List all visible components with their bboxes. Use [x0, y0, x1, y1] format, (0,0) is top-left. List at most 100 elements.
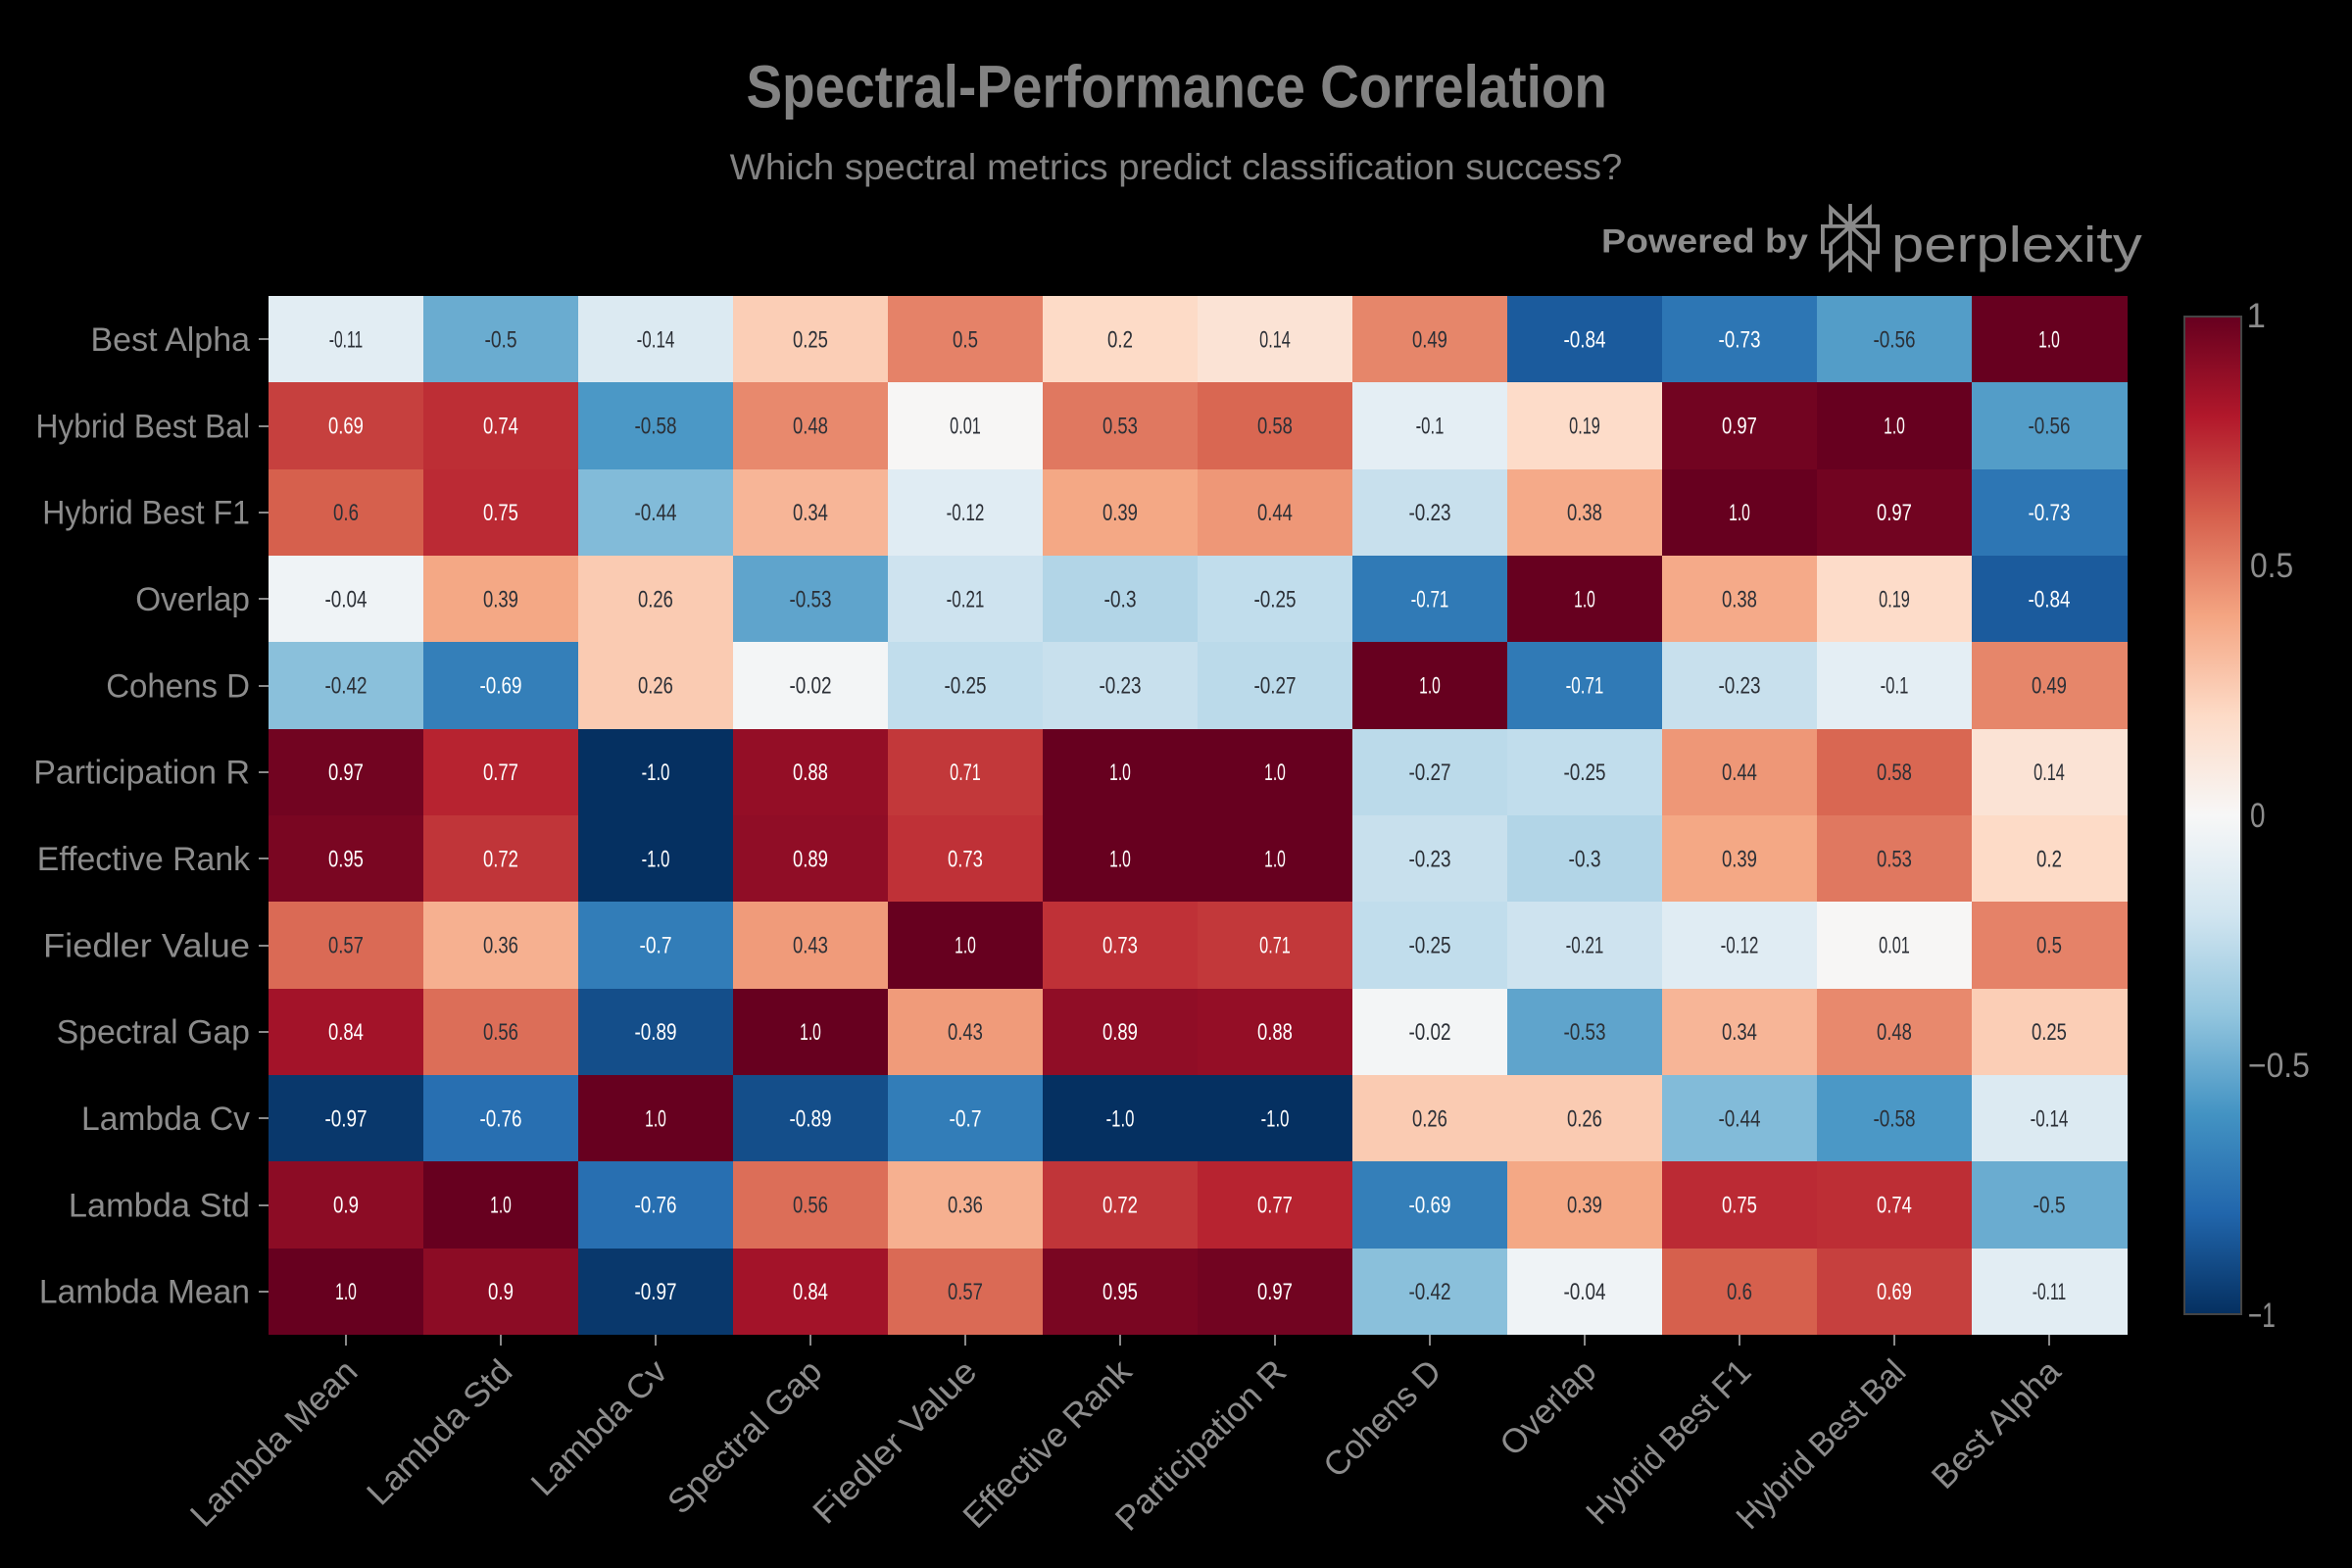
- svg-text:Lambda Std: Lambda Std: [360, 1352, 519, 1512]
- svg-text:0.43: 0.43: [793, 933, 828, 959]
- svg-text:0.14: 0.14: [2034, 760, 2065, 786]
- svg-text:0.97: 0.97: [1257, 1279, 1293, 1305]
- svg-text:0.77: 0.77: [1257, 1193, 1293, 1219]
- svg-text:1: 1: [2247, 297, 2266, 335]
- svg-text:0.71: 0.71: [950, 760, 981, 786]
- svg-text:-0.44: -0.44: [1718, 1105, 1760, 1132]
- svg-text:0.36: 0.36: [483, 933, 518, 959]
- svg-text:0.9: 0.9: [488, 1279, 514, 1305]
- svg-text:0.89: 0.89: [1102, 1019, 1138, 1046]
- svg-text:-0.23: -0.23: [1408, 500, 1450, 526]
- svg-text:-0.04: -0.04: [1563, 1279, 1605, 1305]
- svg-text:-0.25: -0.25: [1408, 933, 1450, 959]
- svg-text:-0.11: -0.11: [2033, 1279, 2067, 1305]
- svg-text:0.38: 0.38: [1567, 500, 1602, 526]
- svg-text:Best Alpha: Best Alpha: [1925, 1352, 2069, 1496]
- svg-text:-1.0: -1.0: [642, 846, 670, 872]
- svg-text:-0.5: -0.5: [2033, 1193, 2065, 1219]
- svg-text:-0.1: -0.1: [1881, 673, 1909, 700]
- svg-text:-0.25: -0.25: [944, 673, 986, 700]
- svg-text:-0.58: -0.58: [634, 414, 676, 440]
- svg-text:-0.71: -0.71: [1411, 586, 1449, 612]
- svg-text:0.48: 0.48: [793, 414, 828, 440]
- svg-text:0: 0: [2250, 797, 2266, 835]
- svg-text:0.77: 0.77: [483, 760, 518, 786]
- svg-text:1.0: 1.0: [490, 1193, 512, 1219]
- svg-text:0.01: 0.01: [1879, 933, 1910, 959]
- svg-text:0.25: 0.25: [2032, 1019, 2067, 1046]
- svg-text:0.34: 0.34: [1722, 1019, 1757, 1046]
- svg-text:0.74: 0.74: [1877, 1193, 1912, 1219]
- svg-text:-0.04: -0.04: [324, 586, 367, 612]
- svg-text:0.26: 0.26: [638, 586, 673, 612]
- svg-text:0.36: 0.36: [948, 1193, 983, 1219]
- svg-text:0.72: 0.72: [1102, 1193, 1138, 1219]
- svg-text:Overlap: Overlap: [135, 581, 250, 618]
- svg-text:0.84: 0.84: [793, 1279, 828, 1305]
- svg-text:1.0: 1.0: [335, 1279, 357, 1305]
- svg-text:-0.27: -0.27: [1253, 673, 1296, 700]
- svg-text:0.39: 0.39: [1722, 846, 1757, 872]
- svg-text:Cohens D: Cohens D: [1317, 1352, 1449, 1485]
- svg-text:0.19: 0.19: [1569, 414, 1600, 440]
- svg-text:Best Alpha: Best Alpha: [91, 321, 251, 359]
- svg-text:Lambda Mean: Lambda Mean: [39, 1274, 250, 1311]
- svg-text:0.49: 0.49: [1412, 326, 1447, 353]
- svg-text:-1.0: -1.0: [1106, 1105, 1135, 1132]
- svg-text:0.9: 0.9: [333, 1193, 359, 1219]
- svg-text:-0.73: -0.73: [1718, 326, 1760, 353]
- svg-text:-0.7: -0.7: [639, 933, 671, 959]
- svg-text:0.19: 0.19: [1879, 586, 1910, 612]
- svg-text:-0.27: -0.27: [1408, 760, 1450, 786]
- svg-text:0.34: 0.34: [793, 500, 828, 526]
- svg-text:−0.5: −0.5: [2248, 1047, 2310, 1085]
- svg-text:0.43: 0.43: [948, 1019, 983, 1046]
- svg-text:-0.7: -0.7: [949, 1105, 981, 1132]
- svg-text:0.39: 0.39: [1102, 500, 1138, 526]
- svg-text:1.0: 1.0: [800, 1019, 821, 1046]
- svg-text:0.95: 0.95: [328, 846, 364, 872]
- svg-text:-0.02: -0.02: [789, 673, 831, 700]
- svg-text:-0.97: -0.97: [634, 1279, 676, 1305]
- svg-text:0.26: 0.26: [1412, 1105, 1447, 1132]
- svg-text:Lambda Std: Lambda Std: [69, 1187, 250, 1224]
- svg-text:1.0: 1.0: [1109, 846, 1131, 872]
- svg-text:0.5: 0.5: [2036, 933, 2062, 959]
- svg-text:-1.0: -1.0: [642, 760, 670, 786]
- svg-text:0.39: 0.39: [483, 586, 518, 612]
- svg-text:perplexity: perplexity: [1891, 217, 2142, 272]
- svg-text:-0.53: -0.53: [1563, 1019, 1605, 1046]
- svg-text:-0.3: -0.3: [1568, 846, 1600, 872]
- svg-text:Lambda Cv: Lambda Cv: [81, 1101, 251, 1138]
- svg-text:0.57: 0.57: [948, 1279, 983, 1305]
- svg-text:0.58: 0.58: [1877, 760, 1912, 786]
- svg-text:0.97: 0.97: [1722, 414, 1757, 440]
- svg-text:−1: −1: [2248, 1297, 2276, 1335]
- svg-text:Participation R: Participation R: [33, 755, 250, 792]
- svg-text:-0.76: -0.76: [634, 1193, 676, 1219]
- svg-text:Cohens D: Cohens D: [106, 667, 250, 705]
- svg-text:Overlap: Overlap: [1494, 1352, 1604, 1463]
- svg-text:Hybrid Best Bal: Hybrid Best Bal: [36, 408, 251, 445]
- svg-text:0.44: 0.44: [1722, 760, 1757, 786]
- svg-text:0.6: 0.6: [333, 500, 359, 526]
- svg-text:Lambda Mean: Lambda Mean: [183, 1352, 365, 1534]
- svg-text:-0.23: -0.23: [1718, 673, 1760, 700]
- svg-text:-0.12: -0.12: [1721, 933, 1759, 959]
- svg-text:-0.23: -0.23: [1099, 673, 1141, 700]
- svg-text:0.74: 0.74: [483, 414, 518, 440]
- svg-text:0.39: 0.39: [1567, 1193, 1602, 1219]
- svg-text:0.73: 0.73: [1102, 933, 1138, 959]
- svg-text:0.14: 0.14: [1259, 326, 1291, 353]
- svg-text:-0.97: -0.97: [324, 1105, 367, 1132]
- svg-text:0.53: 0.53: [1102, 414, 1138, 440]
- svg-text:1.0: 1.0: [1419, 673, 1441, 700]
- svg-text:Fiedler Value: Fiedler Value: [43, 927, 250, 964]
- svg-text:0.69: 0.69: [1877, 1279, 1912, 1305]
- svg-text:Spectral Gap: Spectral Gap: [661, 1352, 829, 1521]
- svg-text:0.01: 0.01: [950, 414, 981, 440]
- svg-text:-0.42: -0.42: [324, 673, 367, 700]
- svg-text:0.69: 0.69: [328, 414, 364, 440]
- svg-text:-0.14: -0.14: [2031, 1105, 2069, 1132]
- svg-text:0.95: 0.95: [1102, 1279, 1138, 1305]
